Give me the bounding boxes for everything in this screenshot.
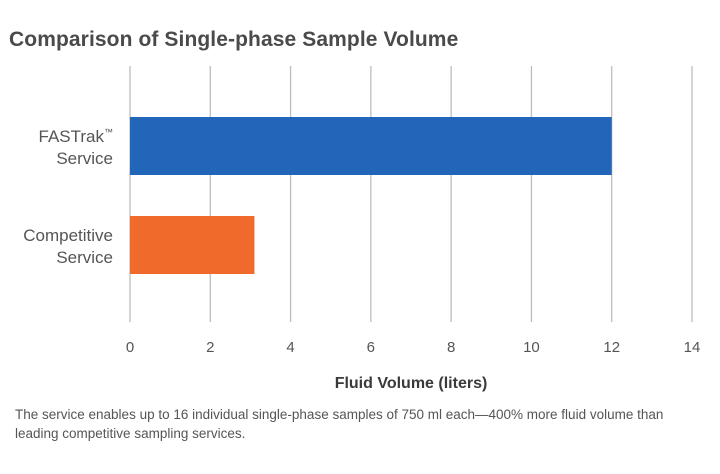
tick-labels: 0 2 4 6 8 10 12 14 bbox=[126, 339, 701, 356]
bar-chart: FASTrak™ Service Competitive Service 0 2 4 6 8 1… bbox=[23, 66, 701, 392]
category-label-line2: Service bbox=[56, 149, 113, 168]
category-label-line1: Competitive bbox=[23, 226, 113, 245]
x-tick-label: 14 bbox=[684, 339, 701, 356]
x-tick-label: 0 bbox=[126, 339, 134, 356]
bar-fastrak-service bbox=[130, 117, 612, 175]
x-tick-label: 8 bbox=[447, 339, 455, 356]
x-tick-label: 6 bbox=[367, 339, 375, 356]
bars bbox=[130, 117, 612, 274]
category-label-line1: FASTrak™ bbox=[39, 127, 114, 146]
x-tick-label: 10 bbox=[523, 339, 540, 356]
bar-competitive-service bbox=[130, 216, 255, 274]
x-tick-label: 2 bbox=[206, 339, 214, 356]
chart-title: Comparison of Single-phase Sample Volume bbox=[9, 28, 459, 51]
x-tick-label: 4 bbox=[286, 339, 294, 356]
x-axis-title: Fluid Volume (liters) bbox=[335, 375, 488, 392]
chart-caption: The service enables up to 16 individual … bbox=[15, 407, 664, 441]
category-label-line2: Service bbox=[56, 248, 113, 267]
x-tick-label: 12 bbox=[603, 339, 620, 356]
gridlines bbox=[129, 66, 693, 322]
category-labels: FASTrak™ Service Competitive Service bbox=[23, 127, 113, 267]
